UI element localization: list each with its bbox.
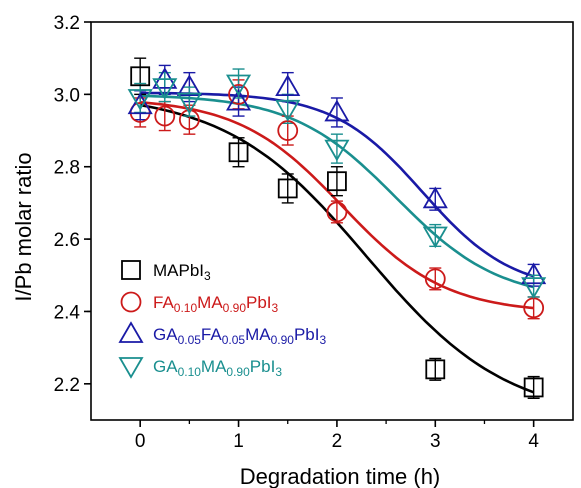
legend-label-part: 0.10 <box>174 301 198 315</box>
data-point <box>424 268 446 290</box>
legend-label: GA0.10MA0.90PbI3 <box>153 357 282 379</box>
legend-marker <box>118 321 144 343</box>
legend-label-part: 3 <box>319 333 326 347</box>
legend-label-part: 3 <box>204 269 211 283</box>
data-point <box>521 277 547 299</box>
y-axis-title: I/Pb molar ratio <box>11 152 36 301</box>
data-point <box>422 226 448 249</box>
data-point <box>324 99 350 122</box>
data-point <box>521 262 547 285</box>
legend-label-part: 0.05 <box>222 333 246 347</box>
legend-label-part: FA <box>201 325 222 344</box>
x-tick-label: 0 <box>135 431 146 452</box>
data-point <box>422 186 448 209</box>
legend-label-part: PbI <box>294 325 320 344</box>
data-point <box>326 201 348 223</box>
legend-label-part: 0.05 <box>178 333 202 347</box>
plot-area <box>90 21 574 421</box>
plot-frame <box>90 21 574 421</box>
data-point <box>225 74 252 97</box>
x-tick-label: 4 <box>528 431 539 452</box>
data-point <box>275 99 301 122</box>
y-tick-label: 2.8 <box>54 158 80 179</box>
legend-label: MAPbI3 <box>153 261 211 283</box>
x-tick-label: 3 <box>430 431 441 452</box>
legend-marker <box>121 260 141 280</box>
legend-label-part: MA <box>197 293 223 312</box>
legend-label-part: 3 <box>275 365 282 379</box>
legend-marker <box>120 291 142 313</box>
y-tick-label: 2.6 <box>54 230 80 251</box>
legend-label-part: MAPbI <box>153 261 204 280</box>
legend-label-part: 0.90 <box>226 365 250 379</box>
legend-label-part: GA <box>153 325 178 344</box>
axis-ticks: 0 1 2 3 4 2.2 2.4 2.6 2.8 3.0 3.2 <box>54 13 540 452</box>
legend-marker <box>118 357 144 379</box>
legend-label-part: 3 <box>272 301 279 315</box>
y-tick-label: 2.4 <box>54 302 81 323</box>
legend-label: GA0.05FA0.05MA0.90PbI3 <box>153 325 326 347</box>
y-tick-label: 3.0 <box>54 85 80 106</box>
data-point <box>275 74 301 97</box>
legend-label-part: 0.90 <box>223 301 247 315</box>
x-tick-label: 2 <box>332 431 343 452</box>
legend-label-part: MA <box>245 325 271 344</box>
data-point <box>176 74 202 97</box>
legend-label: FA0.10MA0.90PbI3 <box>153 293 279 315</box>
data-point <box>324 139 350 162</box>
data-point <box>154 105 176 127</box>
data-point <box>327 171 347 192</box>
data-point <box>178 109 200 131</box>
legend-label-part: PbI <box>250 357 276 376</box>
legend: MAPbI3FA0.10MA0.90PbI3GA0.05FA0.05MA0.90… <box>118 260 326 379</box>
data-point <box>225 88 252 111</box>
data-point <box>176 92 202 115</box>
legend-label-part: FA <box>153 293 174 312</box>
data-point <box>127 92 153 115</box>
data-point <box>228 83 249 105</box>
legend-label-part: PbI <box>246 293 272 312</box>
y-tick-label: 3.2 <box>54 13 80 34</box>
data-point <box>228 142 249 163</box>
y-tick-label: 2.2 <box>54 375 80 396</box>
data-point <box>130 66 151 87</box>
legend-label-part: 0.90 <box>271 333 295 347</box>
x-tick-label: 1 <box>233 431 244 452</box>
data-markers <box>127 66 547 398</box>
x-axis-title: Degradation time (h) <box>240 464 441 488</box>
data-point <box>425 359 446 380</box>
data-point <box>152 78 178 100</box>
data-point <box>127 89 153 111</box>
data-point <box>277 178 298 199</box>
legend-label-part: MA <box>201 357 227 376</box>
legend-label-part: 0.10 <box>178 365 202 379</box>
legend-label-part: GA <box>153 357 178 376</box>
data-point <box>523 377 544 398</box>
